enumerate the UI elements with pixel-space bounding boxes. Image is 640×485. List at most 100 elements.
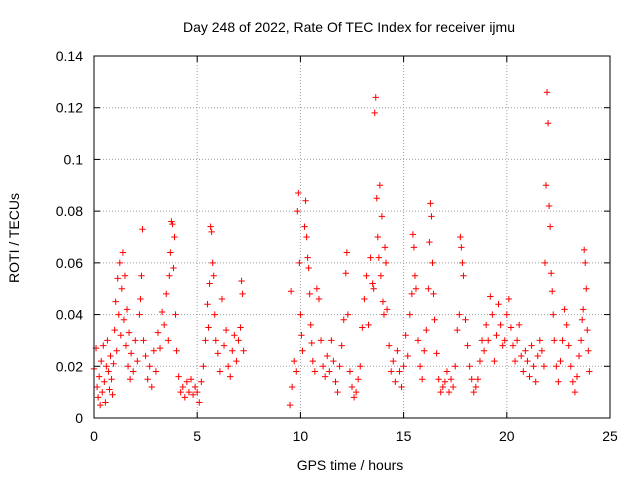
data-point (513, 337, 521, 344)
data-point (503, 311, 510, 318)
data-point (130, 368, 137, 375)
y-tick-labels: 0 0.02 0.04 0.06 0.08 0.1 0.12 0.14 (56, 48, 83, 426)
data-point (555, 378, 562, 385)
data-point (103, 363, 110, 370)
data-point (233, 357, 240, 365)
data-point (220, 342, 228, 349)
data-point (99, 388, 106, 396)
data-point (328, 337, 335, 344)
data-point (412, 285, 420, 292)
data-point (454, 326, 461, 334)
data-point (200, 363, 207, 370)
data-point (126, 376, 134, 383)
data-point (404, 352, 411, 360)
data-point (189, 391, 197, 398)
plot-frame (93, 55, 611, 419)
data-point (429, 259, 436, 267)
data-point (447, 376, 455, 383)
y-axis-label: ROTI / TECUs (6, 193, 22, 283)
data-point (551, 337, 558, 344)
data-point (482, 321, 490, 329)
data-point (93, 383, 101, 391)
data-points (90, 89, 593, 409)
data-point (144, 376, 151, 383)
data-point (96, 401, 104, 409)
data-point (346, 368, 354, 375)
data-point (406, 311, 413, 318)
data-point (175, 373, 182, 380)
x-tick-label: 25 (602, 428, 618, 444)
data-point (390, 357, 397, 365)
data-point (408, 290, 416, 298)
data-point (546, 223, 554, 230)
data-point (550, 311, 557, 318)
data-point (101, 378, 108, 385)
data-point (373, 195, 380, 202)
data-point (336, 363, 343, 370)
data-point (427, 200, 434, 207)
data-point (542, 182, 550, 189)
data-point (452, 363, 459, 370)
data-point (287, 288, 295, 295)
data-point (293, 368, 300, 375)
data-point (410, 244, 418, 251)
data-point (462, 316, 469, 323)
data-point (185, 388, 193, 396)
data-point (565, 342, 572, 349)
data-point (120, 316, 128, 323)
data-point (222, 326, 230, 334)
data-point (302, 197, 309, 204)
data-point (583, 285, 590, 292)
data-point (528, 342, 535, 349)
data-point (330, 357, 337, 365)
data-point (371, 109, 378, 117)
x-axis-label: GPS time / hours (297, 457, 404, 473)
y-tick-label: 0.14 (56, 48, 83, 64)
data-point (464, 342, 471, 349)
data-point (315, 295, 323, 303)
data-point (187, 376, 195, 383)
data-point (150, 347, 158, 354)
data-point (437, 388, 444, 396)
data-point (211, 311, 218, 318)
data-point (304, 254, 311, 261)
data-point (109, 391, 116, 398)
data-point (485, 337, 492, 344)
data-point (584, 326, 591, 334)
data-point (456, 311, 463, 318)
ticks (93, 55, 611, 419)
data-point (288, 383, 296, 391)
data-point (383, 306, 391, 313)
data-point (183, 378, 191, 385)
data-point (458, 244, 465, 251)
data-point (132, 337, 139, 344)
data-point (524, 357, 531, 365)
data-point (208, 228, 215, 236)
data-point (571, 388, 579, 396)
y-tick-label: 0.08 (56, 203, 83, 219)
data-point (532, 378, 539, 385)
data-point (163, 290, 170, 298)
data-point (311, 368, 319, 375)
data-point (239, 290, 246, 298)
data-point (472, 383, 480, 391)
data-point (431, 316, 438, 323)
data-point (493, 332, 500, 339)
data-point (326, 368, 333, 375)
data-point (218, 295, 226, 303)
x-tick-label: 5 (193, 428, 201, 444)
data-point (414, 337, 422, 344)
data-point (348, 383, 356, 391)
y-tick-label: 0.1 (64, 151, 84, 167)
data-point (286, 401, 294, 409)
data-point (343, 249, 351, 256)
data-point (112, 298, 119, 305)
data-point (515, 321, 523, 329)
data-point (118, 285, 126, 292)
data-point (114, 275, 121, 282)
data-point (231, 332, 238, 339)
data-point (229, 347, 236, 354)
data-point (385, 342, 393, 349)
data-point (124, 363, 132, 370)
